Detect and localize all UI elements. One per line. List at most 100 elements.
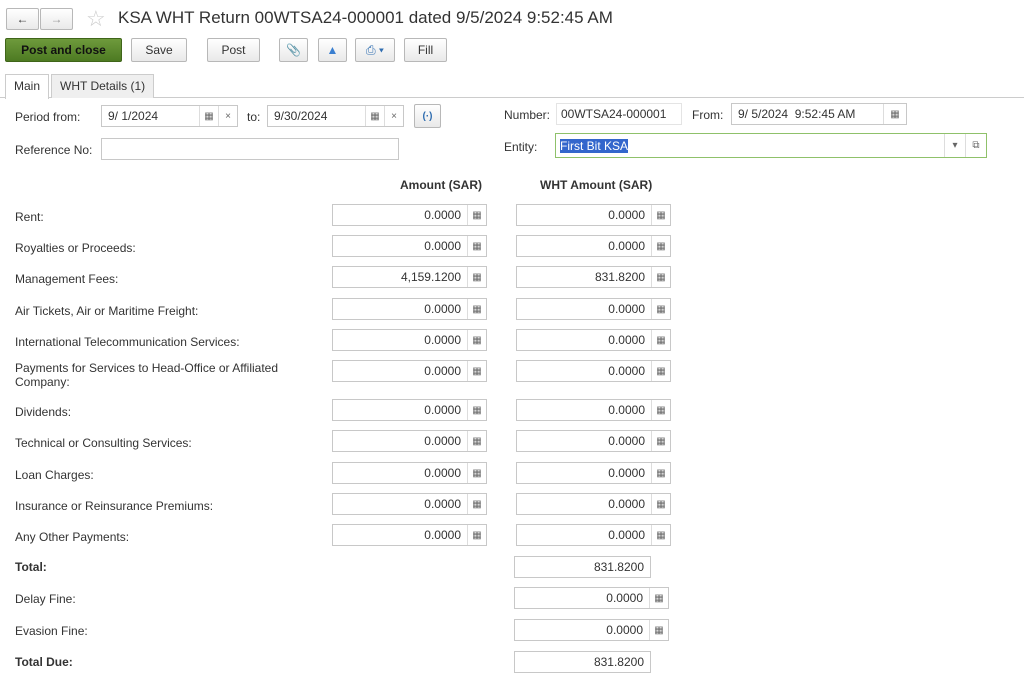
calculator-icon[interactable]: ▦ <box>651 267 670 287</box>
wht-amount-field[interactable]: 0.0000 ▦ <box>516 399 671 421</box>
from-datetime-field[interactable]: 9/ 5/2024 9:52:45 AM ▦ <box>731 103 907 125</box>
period-to-label: to: <box>247 110 261 124</box>
post-button[interactable]: Post <box>207 38 260 62</box>
page-title: KSA WHT Return 00WTSA24-000001 dated 9/5… <box>118 8 613 27</box>
calculator-icon[interactable]: ▦ <box>467 525 486 545</box>
period-to-field[interactable]: 9/30/2024 ▦ × <box>267 105 404 127</box>
calculator-icon[interactable]: ▦ <box>649 588 668 608</box>
row-label: Any Other Payments: <box>15 530 130 544</box>
row-label: Dividends: <box>15 405 72 419</box>
number-field[interactable]: 00WTSA24-000001 <box>556 103 682 125</box>
amount-field[interactable]: 0.0000 ▦ <box>332 298 487 320</box>
from-label: From: <box>692 108 724 122</box>
amount-field[interactable]: 0.0000 ▦ <box>332 430 487 452</box>
period-select-button[interactable]: (·) <box>414 104 441 128</box>
wht-amount-field[interactable]: 0.0000 ▦ <box>516 235 671 257</box>
amount-field[interactable]: 0.0000 ▦ <box>332 399 487 421</box>
tab-wht-details[interactable]: WHT Details (1) <box>51 74 155 98</box>
reference-field[interactable] <box>101 138 399 160</box>
calculator-icon[interactable]: ▦ <box>467 361 486 381</box>
calculator-icon[interactable]: ▦ <box>651 205 670 225</box>
row-label: Air Tickets, Air or Maritime Freight: <box>15 304 199 318</box>
amount-field[interactable]: 0.0000 ▦ <box>332 462 487 484</box>
row-label: International Telecommunication Services… <box>15 335 240 349</box>
reference-label: Reference No: <box>15 143 93 157</box>
forward-button[interactable]: → <box>40 8 73 30</box>
period-from-label: Period from: <box>15 110 81 124</box>
calculator-icon[interactable]: ▦ <box>651 400 670 420</box>
calculator-icon[interactable]: ▦ <box>651 330 670 350</box>
amount-field[interactable]: 0.0000 ▦ <box>332 235 487 257</box>
calendar-icon[interactable]: ▦ <box>365 106 384 126</box>
calendar-icon[interactable]: ▦ <box>883 104 906 124</box>
tab-main[interactable]: Main <box>5 74 50 99</box>
calculator-icon[interactable]: ▦ <box>467 236 486 256</box>
calculator-icon[interactable]: ▦ <box>651 299 670 319</box>
print-dropdown-button[interactable]: ⎙ ▾ <box>355 38 395 62</box>
save-button[interactable]: Save <box>131 38 187 62</box>
calculator-icon[interactable]: ▦ <box>651 463 670 483</box>
clear-icon[interactable]: × <box>218 106 237 126</box>
wht-amount-field[interactable]: 0.0000 ▦ <box>516 493 671 515</box>
amount-column-header: Amount (SAR) <box>400 178 482 192</box>
calculator-icon[interactable]: ▦ <box>651 431 670 451</box>
open-icon[interactable]: ⧉ <box>965 134 986 157</box>
wht-column-header: WHT Amount (SAR) <box>540 178 653 192</box>
amount-field[interactable]: 4,159.1200 ▦ <box>332 266 487 288</box>
number-label: Number: <box>504 108 551 122</box>
entity-label: Entity: <box>504 140 538 154</box>
calculator-icon[interactable]: ▦ <box>467 431 486 451</box>
total-due-label: Total Due: <box>15 655 73 669</box>
row-label: Technical or Consulting Services: <box>15 436 192 450</box>
wht-amount-field[interactable]: 0.0000 ▦ <box>516 360 671 382</box>
wht-amount-field[interactable]: 0.0000 ▦ <box>516 430 671 452</box>
calculator-icon[interactable]: ▦ <box>467 400 486 420</box>
wht-amount-field[interactable]: 0.0000 ▦ <box>516 329 671 351</box>
row-label: Insurance or Reinsurance Premiums: <box>15 499 214 513</box>
wht-amount-field[interactable]: 831.8200 ▦ <box>516 266 671 288</box>
dropdown-icon[interactable]: ▾ <box>944 134 965 157</box>
row-label: Royalties or Proceeds: <box>15 241 136 255</box>
post-and-close-button[interactable]: Post and close <box>5 38 122 62</box>
calendar-icon[interactable]: ▦ <box>199 106 218 126</box>
calculator-icon[interactable]: ▦ <box>651 525 670 545</box>
wht-amount-field[interactable]: 0.0000 ▦ <box>516 204 671 226</box>
favorite-star-icon[interactable]: ☆ <box>86 6 106 31</box>
calculator-icon[interactable]: ▦ <box>467 299 486 319</box>
wht-amount-field[interactable]: 0.0000 ▦ <box>516 462 671 484</box>
row-label: Management Fees: <box>15 272 119 286</box>
entity-field[interactable]: First Bit KSA ▾ ⧉ <box>555 133 987 158</box>
row-label: Loan Charges: <box>15 468 94 482</box>
amount-field[interactable]: 0.0000 ▦ <box>332 204 487 226</box>
back-button[interactable]: ← <box>6 8 39 30</box>
row-label: Rent: <box>15 210 44 224</box>
fill-button[interactable]: Fill <box>404 38 447 62</box>
calculator-icon[interactable]: ▦ <box>467 205 486 225</box>
period-from-field[interactable]: 9/ 1/2024 ▦ × <box>101 105 238 127</box>
attachment-icon[interactable]: 📎 <box>279 38 308 62</box>
delay-fine-field[interactable]: 0.0000 ▦ <box>514 587 669 609</box>
clear-icon[interactable]: × <box>384 106 403 126</box>
amount-field[interactable]: 0.0000 ▦ <box>332 329 487 351</box>
wht-amount-field[interactable]: 0.0000 ▦ <box>516 524 671 546</box>
evasion-fine-label: Evasion Fine: <box>15 624 88 638</box>
calculator-icon[interactable]: ▦ <box>467 330 486 350</box>
wht-amount-field[interactable]: 0.0000 ▦ <box>516 298 671 320</box>
amount-field[interactable]: 0.0000 ▦ <box>332 360 487 382</box>
calculator-icon[interactable]: ▦ <box>467 463 486 483</box>
calculator-icon[interactable]: ▦ <box>467 267 486 287</box>
calculator-icon[interactable]: ▦ <box>651 361 670 381</box>
total-field: 831.8200 <box>514 556 651 578</box>
amount-field[interactable]: 0.0000 ▦ <box>332 493 487 515</box>
notification-bell-icon[interactable]: ▲ <box>318 38 347 62</box>
calculator-icon[interactable]: ▦ <box>651 494 670 514</box>
amount-field[interactable]: 0.0000 ▦ <box>332 524 487 546</box>
total-label: Total: <box>15 560 47 574</box>
tab-divider <box>0 97 1024 98</box>
evasion-fine-field[interactable]: 0.0000 ▦ <box>514 619 669 641</box>
delay-fine-label: Delay Fine: <box>15 592 76 606</box>
calculator-icon[interactable]: ▦ <box>649 620 668 640</box>
calculator-icon[interactable]: ▦ <box>651 236 670 256</box>
calculator-icon[interactable]: ▦ <box>467 494 486 514</box>
row-label: Payments for Services to Head-Office or … <box>15 361 279 389</box>
